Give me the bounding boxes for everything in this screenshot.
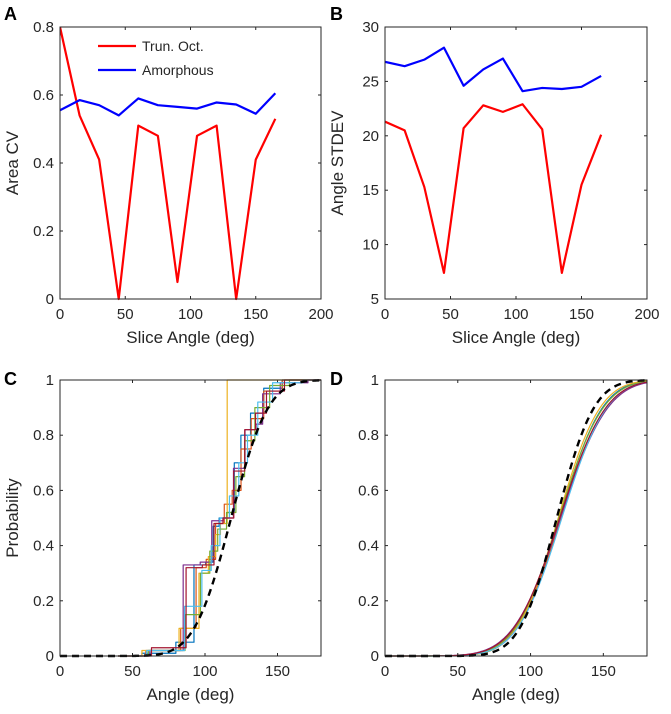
y-tick-label: 5 bbox=[371, 291, 379, 308]
x-tick-label: 150 bbox=[569, 306, 594, 323]
y-tick-label: 0.2 bbox=[358, 593, 379, 610]
y-tick-label: 0.6 bbox=[33, 482, 54, 499]
series-line-slice-5 bbox=[118, 379, 321, 657]
x-tick-label: 100 bbox=[178, 306, 203, 323]
y-tick-label: 0 bbox=[46, 648, 54, 665]
plot-area bbox=[385, 380, 647, 656]
y-tick-label: 20 bbox=[362, 128, 379, 145]
x-tick-label: 0 bbox=[381, 306, 389, 323]
x-tick-label: 100 bbox=[192, 663, 217, 680]
y-axis-label: Area CV bbox=[3, 130, 22, 195]
x-axis-label: Angle (deg) bbox=[472, 685, 560, 704]
panel-d-letter: D bbox=[330, 369, 343, 389]
data-layer bbox=[385, 46, 603, 274]
x-axis-label: Slice Angle (deg) bbox=[126, 328, 255, 347]
x-tick-label: 0 bbox=[381, 663, 389, 680]
data-layer bbox=[60, 26, 277, 301]
series-line-trun-oct- bbox=[385, 103, 603, 274]
y-tick-label: 10 bbox=[362, 237, 379, 254]
y-tick-label: 30 bbox=[362, 19, 379, 36]
x-tick-label: 50 bbox=[449, 663, 466, 680]
y-tick-label: 15 bbox=[362, 182, 379, 199]
plot-area bbox=[385, 27, 647, 299]
panel-a: A 0 50 100 150 200 0 0.2 0.4 0.6 0.8 Slice Angle (… bbox=[3, 4, 334, 347]
y-tick-label: 0.4 bbox=[33, 538, 54, 555]
reference-cdf-line bbox=[60, 379, 321, 658]
series-line-amorphous bbox=[385, 46, 602, 93]
x-tick-label: 150 bbox=[591, 663, 616, 680]
panel-b-letter: B bbox=[330, 4, 343, 24]
reference-cdf-line bbox=[385, 379, 647, 658]
y-tick-label: 25 bbox=[362, 73, 379, 90]
x-tick-label: 100 bbox=[503, 306, 528, 323]
panel-d: D 0 50 100 150 0 0.2 0.4 0.6 0.8 1 Angle (deg) bbox=[330, 369, 648, 704]
y-tick-label: 0.2 bbox=[33, 593, 54, 610]
y-tick-label: 0.6 bbox=[33, 87, 54, 104]
x-axis-label: Angle (deg) bbox=[147, 685, 235, 704]
legend-label: Trun. Oct. bbox=[142, 38, 204, 54]
panel-c-letter: C bbox=[4, 369, 17, 389]
series-line-amorphous bbox=[60, 92, 277, 117]
y-tick-label: 0.8 bbox=[33, 427, 54, 444]
axes-box bbox=[384, 379, 648, 657]
y-tick-label: 0.2 bbox=[33, 223, 54, 240]
x-tick-label: 0 bbox=[56, 663, 64, 680]
series-line-trun-oct- bbox=[60, 26, 277, 301]
legend-label: Amorphous bbox=[142, 62, 214, 78]
panel-a-letter: A bbox=[4, 4, 17, 24]
y-tick-label: 0 bbox=[371, 648, 379, 665]
panel-c: C 0 50 100 150 0 0.2 0.4 0.6 0.8 1 Angle (deg) Prob… bbox=[3, 369, 322, 704]
x-tick-label: 50 bbox=[442, 306, 459, 323]
x-tick-label: 100 bbox=[518, 663, 543, 680]
x-tick-label: 200 bbox=[308, 306, 333, 323]
y-tick-label: 0.8 bbox=[358, 427, 379, 444]
y-tick-label: 1 bbox=[46, 372, 54, 389]
plot-area bbox=[60, 380, 321, 656]
y-tick-label: 0.6 bbox=[358, 482, 379, 499]
series-line-slice-7 bbox=[118, 379, 321, 657]
panel-b: B 0 50 100 150 200 5 10 15 20 25 30 Slice Angle (de… bbox=[328, 4, 660, 347]
axes-box bbox=[59, 26, 322, 300]
plot-area bbox=[60, 27, 321, 299]
x-tick-label: 200 bbox=[634, 306, 659, 323]
y-axis-label: Angle STDEV bbox=[328, 110, 347, 216]
y-tick-label: 1 bbox=[371, 372, 379, 389]
y-tick-label: 0.4 bbox=[358, 538, 379, 555]
axes-box bbox=[59, 379, 322, 657]
x-tick-label: 150 bbox=[265, 663, 290, 680]
x-tick-label: 150 bbox=[243, 306, 268, 323]
data-layer bbox=[60, 379, 321, 658]
y-tick-label: 0 bbox=[46, 291, 54, 308]
axes-box bbox=[384, 26, 648, 300]
y-tick-label: 0.8 bbox=[33, 19, 54, 36]
x-tick-label: 0 bbox=[56, 306, 64, 323]
x-tick-label: 50 bbox=[117, 306, 134, 323]
x-tick-label: 50 bbox=[124, 663, 141, 680]
y-axis-label: Probability bbox=[3, 478, 22, 558]
y-tick-label: 0.4 bbox=[33, 155, 54, 172]
series-line-slice-6 bbox=[118, 379, 321, 657]
x-axis-label: Slice Angle (deg) bbox=[452, 328, 581, 347]
